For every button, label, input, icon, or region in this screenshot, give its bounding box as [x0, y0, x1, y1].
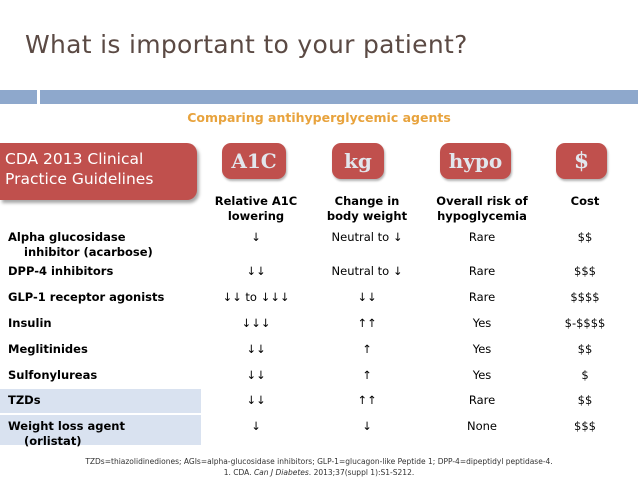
column-header-cost-line-1: Cost — [570, 194, 600, 208]
cell-cost: $$$ — [574, 264, 596, 278]
row-label: Alpha glucosidase inhibitor (acarbose) — [8, 230, 153, 260]
cell-cost: $$$ — [574, 419, 596, 433]
guideline-line-2: Practice Guidelines — [5, 170, 154, 188]
cell-hypo: Rare — [468, 393, 496, 407]
footnote-citation: 1. CDA. Can J Diabetes. 2013;37(suppl 1)… — [0, 467, 638, 478]
cell-a1c: ↓↓ — [246, 393, 266, 407]
row-label: TZDs — [0, 389, 201, 413]
accent-bar-left — [0, 90, 37, 104]
accent-bar-right — [40, 90, 638, 104]
row-label-line: GLP-1 receptor agonists — [8, 290, 165, 304]
cell-a1c: ↓↓ — [246, 264, 266, 278]
cell-a1c: ↓↓ — [246, 368, 266, 382]
cell-hypo: Rare — [468, 264, 496, 278]
column-header-a1c-line-1: Relative A1C — [214, 194, 298, 208]
cell-weight: ↑↑ — [357, 393, 377, 407]
cost-pill: $ — [556, 143, 607, 179]
guideline-line-1: CDA 2013 Clinical — [5, 150, 144, 168]
row-label-line: Alpha glucosidase — [8, 230, 126, 244]
row-label: DPP-4 inhibitors — [8, 264, 113, 279]
cell-weight: ↓↓ — [357, 290, 377, 304]
cell-a1c: ↓↓↓ — [241, 316, 271, 330]
row-label: Meglitinides — [8, 342, 88, 357]
cell-weight: ↓ — [362, 419, 372, 433]
cell-weight: ↑ — [362, 342, 372, 356]
cell-weight: Neutral to ↓ — [331, 230, 403, 244]
column-header-a1c-line-2: lowering — [227, 209, 285, 223]
cell-cost: $ — [581, 368, 589, 382]
cell-a1c: ↓↓ — [246, 342, 266, 356]
kg-pill: kg — [332, 143, 384, 179]
row-label: GLP-1 receptor agonists — [8, 290, 164, 305]
column-header-weight-line-1: Change in — [334, 194, 400, 208]
citation-journal: Can J Diabetes — [253, 468, 309, 477]
row-label-line: Meglitinides — [8, 342, 88, 356]
row-label: Sulfonylureas — [8, 368, 97, 383]
cell-cost: $-$$$$ — [564, 316, 606, 330]
column-header-a1c: Relative A1C lowering — [201, 194, 311, 224]
citation-prefix: 1. CDA. — [223, 468, 254, 477]
cell-weight: ↑ — [362, 368, 372, 382]
row-label-line: inhibitor (acarbose) — [24, 245, 153, 259]
slide-title: What is important to your patient? — [25, 30, 468, 59]
cell-hypo: Rare — [468, 290, 496, 304]
cell-a1c: ↓↓ to ↓↓↓ — [222, 290, 290, 304]
cell-cost: $$ — [577, 230, 593, 244]
row-label: Weight loss agent (orlistat) — [0, 415, 201, 448]
column-header-cost: Cost — [540, 194, 630, 209]
a1c-pill: A1C — [222, 143, 286, 179]
row-label: Insulin — [8, 316, 52, 331]
column-header-weight-line-2: body weight — [326, 209, 408, 223]
cell-hypo: Yes — [472, 316, 492, 330]
cell-hypo: Yes — [472, 342, 492, 356]
row-label-line: Insulin — [8, 316, 52, 330]
cell-cost: $$ — [577, 342, 593, 356]
column-header-hypo-line-2: hypoglycemia — [437, 209, 527, 223]
citation-suffix: . 2013;37(suppl 1):S1-S212. — [308, 468, 415, 477]
cell-hypo: Yes — [472, 368, 492, 382]
footnote-abbreviations: TZDs=thiazolidinediones; AGIs=alpha-gluc… — [85, 457, 553, 466]
column-header-hypo-line-1: Overall risk of — [436, 194, 528, 208]
row-label-line: (orlistat) — [24, 434, 82, 448]
hypo-pill: hypo — [440, 143, 511, 179]
row-label-line: Sulfonylureas — [8, 368, 98, 382]
cell-a1c: ↓ — [251, 230, 261, 244]
cell-hypo: Rare — [468, 230, 496, 244]
column-header-weight: Change in body weight — [314, 194, 420, 224]
cell-a1c: ↓ — [251, 419, 261, 433]
slide-subtitle: Comparing antihyperglycemic agents — [187, 110, 451, 125]
cell-cost: $$$$ — [570, 290, 600, 304]
row-label-line: Weight loss agent — [8, 419, 125, 433]
cell-weight: ↑↑ — [357, 316, 377, 330]
row-label-line: TZDs — [8, 393, 41, 407]
cell-hypo: None — [466, 419, 497, 433]
cell-cost: $$ — [577, 393, 593, 407]
column-header-hypoglycemia: Overall risk of hypoglycemia — [422, 194, 542, 224]
cell-weight: Neutral to ↓ — [331, 264, 403, 278]
guideline-box: CDA 2013 Clinical Practice Guidelines — [0, 143, 197, 200]
row-label-line: DPP-4 inhibitors — [8, 264, 114, 278]
